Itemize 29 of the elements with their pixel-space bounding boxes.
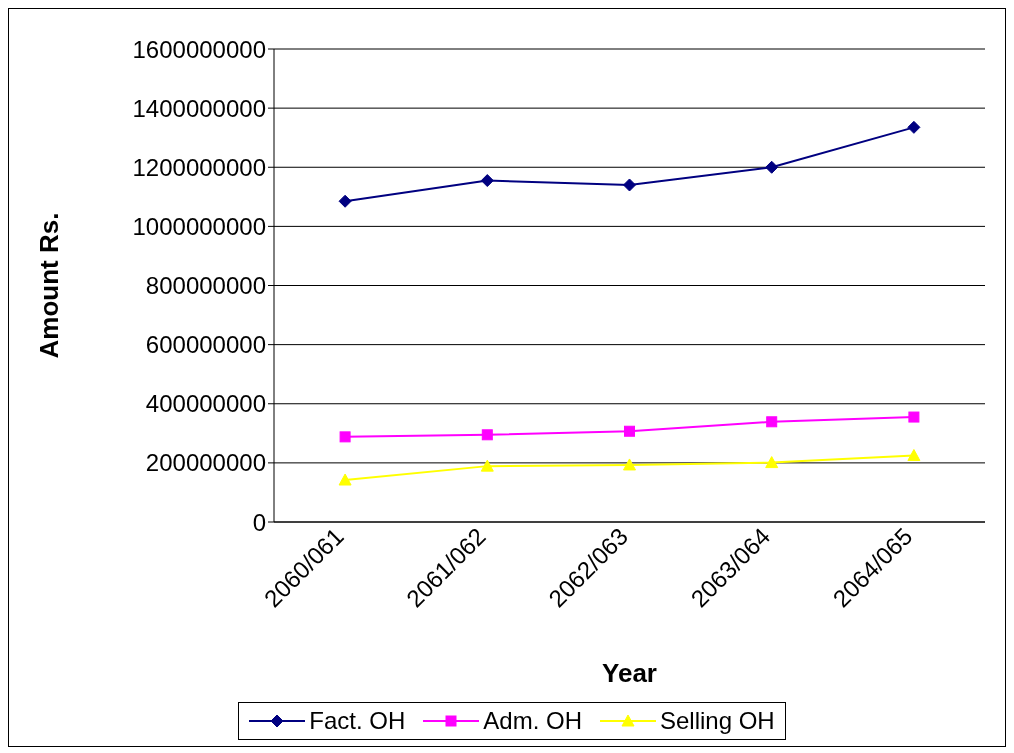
point — [338, 194, 352, 208]
legend-label: Selling OH — [659, 707, 775, 735]
x-axis-title: Year — [602, 658, 657, 688]
y-tick-label: 600000000 — [145, 331, 266, 359]
y-tick-label: 200000000 — [145, 449, 266, 477]
point — [338, 473, 352, 486]
point — [766, 416, 778, 428]
y-tick-label: 800000000 — [145, 272, 266, 300]
y-tick-label: 1000000000 — [132, 212, 266, 240]
point — [624, 425, 635, 437]
point — [480, 174, 494, 188]
point — [339, 431, 351, 443]
y-tick-label: 1400000000 — [132, 94, 266, 122]
legend-label: Fact. OH — [308, 707, 406, 735]
point — [480, 459, 494, 472]
point — [623, 458, 636, 471]
y-tick-label: 400000000 — [145, 390, 266, 418]
y-tick-label: 0 — [252, 508, 266, 536]
point — [623, 178, 636, 192]
point — [908, 411, 920, 423]
y-tick-label: 1600000000 — [132, 35, 266, 63]
point — [907, 120, 921, 134]
point — [907, 448, 921, 461]
point — [765, 456, 779, 469]
legend-label: Adm. OH — [482, 707, 582, 735]
point — [481, 429, 493, 441]
y-tick-label: 1200000000 — [132, 153, 266, 181]
y-axis-title: Amount Rs. — [34, 212, 65, 359]
point — [765, 160, 779, 174]
